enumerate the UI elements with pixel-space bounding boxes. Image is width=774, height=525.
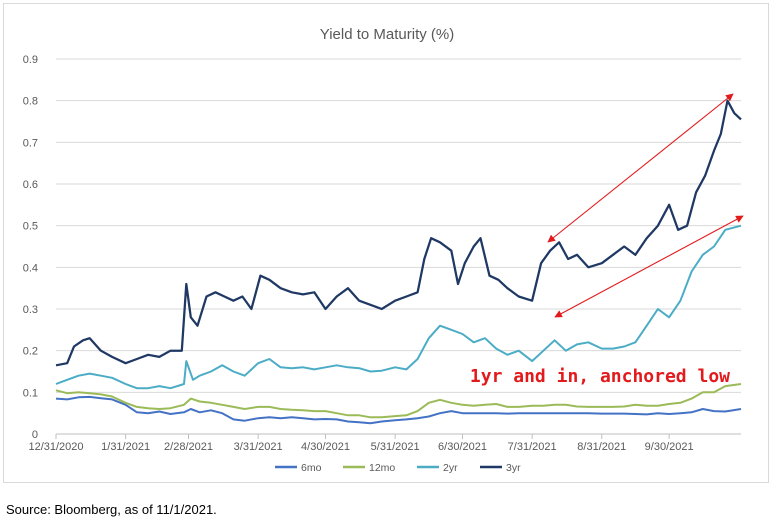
series-line-12mo xyxy=(55,383,742,419)
y-tick-label: 0.3 xyxy=(23,304,38,316)
y-tick-label: 0.4 xyxy=(23,262,38,274)
y-tick-label: 0.5 xyxy=(23,221,38,233)
y-tick-label: 0.1 xyxy=(23,387,38,399)
x-tick-label: 8/31/2021 xyxy=(577,441,626,453)
arrow-2yr xyxy=(554,215,744,318)
y-tick-label: 0.8 xyxy=(23,96,38,108)
y-tick-label: 0.6 xyxy=(23,179,38,191)
x-tick-label: 5/31/2021 xyxy=(371,441,420,453)
series-line-2yr xyxy=(55,224,742,390)
chart-frame: 0 0.1 0.2 0.3 0.4 0.5 0.6 0.7 0.8 0.9 12/31/2020 1/… xyxy=(3,3,769,483)
x-tick-label: 7/31/2021 xyxy=(508,441,557,453)
x-tick-label: 12/31/2020 xyxy=(28,441,83,453)
series-line-3yr xyxy=(55,99,742,367)
y-tick-label: 0.2 xyxy=(23,346,38,358)
annotations: 1yr and in, anchored low xyxy=(470,93,744,387)
x-tick-label: 6/30/2021 xyxy=(438,441,487,453)
x-tick-label: 9/30/2021 xyxy=(645,441,694,453)
legend-label-2yr: 2yr xyxy=(443,462,458,474)
chart-title: Yield to Maturity (%) xyxy=(320,26,454,43)
x-tick-label: 1/31/2021 xyxy=(101,441,150,453)
annotation-text: 1yr and in, anchored low xyxy=(470,366,730,387)
axis-labels: 0 0.1 0.2 0.3 0.4 0.5 0.6 0.7 0.8 0.9 12/31/2020 1/… xyxy=(23,54,694,453)
x-tick-label: 2/28/2021 xyxy=(164,441,213,453)
y-tick-label: 0.7 xyxy=(23,137,38,149)
source-note: Source: Bloomberg, as of 11/1/2021. xyxy=(6,502,217,517)
x-tick-label: 4/30/2021 xyxy=(301,441,350,453)
y-tick-label: 0 xyxy=(32,429,38,441)
legend-label-12mo: 12mo xyxy=(369,462,395,474)
legend-label-6mo: 6mo xyxy=(301,462,322,474)
yield-chart: 0 0.1 0.2 0.3 0.4 0.5 0.6 0.7 0.8 0.9 12/31/2020 1/… xyxy=(23,26,744,474)
y-tick-label: 0.9 xyxy=(23,54,38,66)
legend-label-3yr: 3yr xyxy=(506,462,521,474)
series-line-6mo xyxy=(55,395,742,425)
legend: 6mo 12mo 2yr 3yr xyxy=(275,462,521,474)
x-tick-label: 3/31/2021 xyxy=(234,441,283,453)
arrow-3yr xyxy=(547,93,734,243)
